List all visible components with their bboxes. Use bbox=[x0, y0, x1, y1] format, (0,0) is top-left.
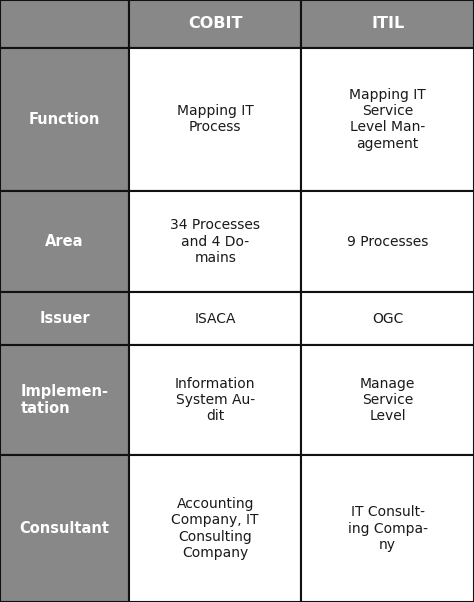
Bar bbox=[129, 345, 301, 455]
Text: Information
System Au-
dit: Information System Au- dit bbox=[175, 377, 255, 423]
Text: Manage
Service
Level: Manage Service Level bbox=[360, 377, 415, 423]
Text: ITIL: ITIL bbox=[371, 16, 404, 31]
Text: COBIT: COBIT bbox=[188, 16, 242, 31]
Bar bbox=[301, 0, 474, 48]
Text: Mapping IT
Process: Mapping IT Process bbox=[177, 104, 254, 134]
Bar bbox=[0, 48, 129, 191]
Bar bbox=[0, 191, 129, 292]
Bar bbox=[0, 345, 129, 455]
Text: Function: Function bbox=[29, 112, 100, 127]
Bar bbox=[0, 292, 129, 345]
Text: OGC: OGC bbox=[372, 312, 403, 326]
Bar bbox=[301, 455, 474, 602]
Text: Accounting
Company, IT
Consulting
Company: Accounting Company, IT Consulting Compan… bbox=[172, 497, 259, 560]
Bar bbox=[301, 345, 474, 455]
Text: IT Consult-
ing Compa-
ny: IT Consult- ing Compa- ny bbox=[348, 506, 428, 552]
Bar bbox=[129, 48, 301, 191]
Bar bbox=[129, 455, 301, 602]
Bar bbox=[129, 0, 301, 48]
Bar bbox=[301, 191, 474, 292]
Bar bbox=[129, 292, 301, 345]
Text: 34 Processes
and 4 Do-
mains: 34 Processes and 4 Do- mains bbox=[170, 219, 260, 265]
Text: Mapping IT
Service
Level Man-
agement: Mapping IT Service Level Man- agement bbox=[349, 88, 426, 150]
Text: Issuer: Issuer bbox=[39, 311, 90, 326]
Bar bbox=[129, 191, 301, 292]
Bar bbox=[0, 0, 129, 48]
Bar bbox=[301, 292, 474, 345]
Text: ISACA: ISACA bbox=[194, 312, 236, 326]
Text: Consultant: Consultant bbox=[19, 521, 109, 536]
Bar bbox=[301, 48, 474, 191]
Text: Area: Area bbox=[45, 234, 84, 249]
Text: Implemen-
tation: Implemen- tation bbox=[20, 384, 109, 417]
Text: 9 Processes: 9 Processes bbox=[347, 235, 428, 249]
Bar bbox=[0, 455, 129, 602]
